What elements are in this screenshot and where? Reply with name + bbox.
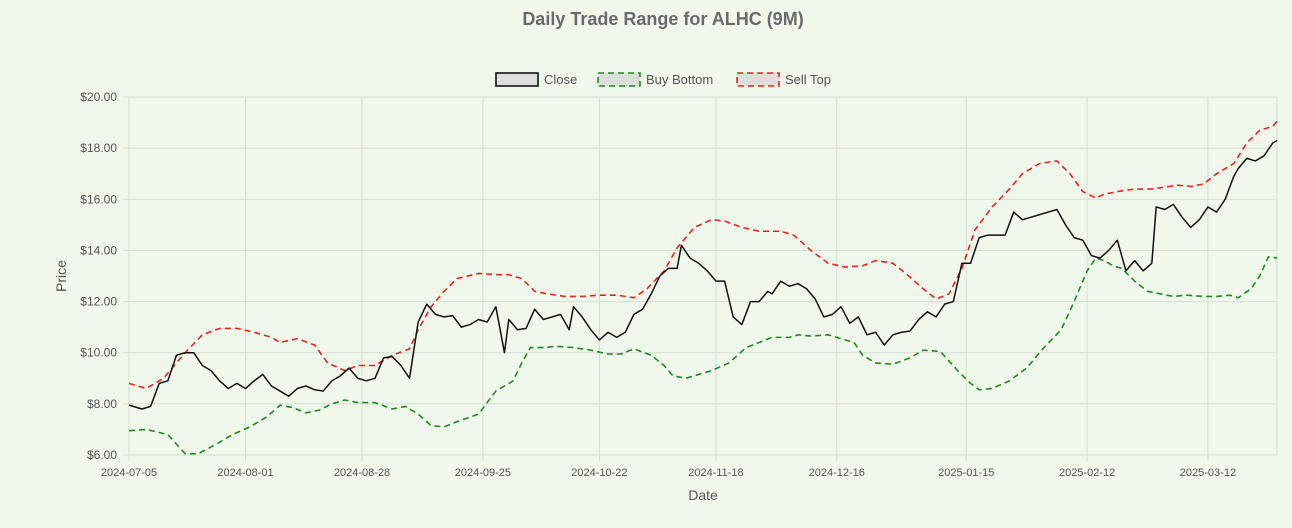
grid xyxy=(123,96,1278,461)
legend-item-buy-bottom[interactable]: Buy Bottom xyxy=(597,72,713,87)
y-tick-label: $10.00 xyxy=(80,346,117,360)
y-axis-label: Price xyxy=(53,260,69,292)
series-line-close xyxy=(128,139,1278,410)
y-tick-label: $20.00 xyxy=(80,90,117,104)
legend-label: Buy Bottom xyxy=(646,72,713,87)
y-tick-label: $18.00 xyxy=(80,141,117,155)
y-tick-label: $14.00 xyxy=(80,243,117,257)
x-tick-label: 2024-08-01 xyxy=(217,467,273,479)
series-line-buy-bottom xyxy=(128,256,1278,455)
x-tick-label: 2024-08-28 xyxy=(334,467,390,479)
x-tick-label: 2025-01-15 xyxy=(938,467,994,479)
legend[interactable]: Close Buy Bottom Sell Top xyxy=(495,72,831,87)
y-tick-label: $12.00 xyxy=(80,295,117,309)
legend-swatch xyxy=(597,72,641,87)
series-line-sell-top xyxy=(128,120,1278,390)
y-tick-label: $6.00 xyxy=(87,448,117,462)
x-tick-label: 2025-03-12 xyxy=(1180,467,1236,479)
legend-item-close[interactable]: Close xyxy=(495,72,577,87)
x-axis-ticks: 2024-07-05 2024-08-01 2024-08-28 2024-09-25… xyxy=(101,467,1236,479)
x-tick-label: 2025-02-12 xyxy=(1059,467,1115,479)
x-tick-label: 2024-10-22 xyxy=(571,467,627,479)
x-tick-label: 2024-12-16 xyxy=(809,467,865,479)
chart-title: Daily Trade Range for ALHC (9M) xyxy=(522,9,803,29)
x-axis-label: Date xyxy=(688,487,718,503)
x-tick-label: 2024-07-05 xyxy=(101,467,157,479)
legend-swatch xyxy=(736,72,780,87)
legend-item-sell-top[interactable]: Sell Top xyxy=(736,72,831,87)
y-tick-label: $8.00 xyxy=(87,397,117,411)
legend-label: Sell Top xyxy=(785,72,831,87)
legend-label: Close xyxy=(544,72,577,87)
plot-area xyxy=(128,120,1278,455)
x-tick-label: 2024-09-25 xyxy=(455,467,511,479)
y-axis-ticks: $6.00 $8.00 $10.00 $12.00 $14.00 $16.00 $18.00… xyxy=(80,90,117,462)
y-tick-label: $16.00 xyxy=(80,192,117,206)
x-tick-label: 2024-11-18 xyxy=(688,467,743,479)
legend-swatch xyxy=(495,72,539,87)
